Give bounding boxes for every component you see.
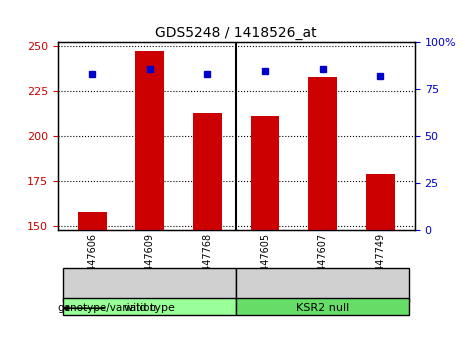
Bar: [193, 113, 222, 230]
Text: KSR2 null: KSR2 null: [296, 303, 349, 313]
Bar: [236, 298, 409, 315]
Bar: [136, 51, 164, 230]
Bar: [78, 212, 106, 230]
Bar: [366, 174, 395, 230]
Text: wild type: wild type: [124, 303, 175, 313]
Bar: [236, 268, 409, 302]
Title: GDS5248 / 1418526_at: GDS5248 / 1418526_at: [155, 26, 317, 40]
Bar: [64, 298, 236, 315]
Bar: [308, 77, 337, 230]
Bar: [251, 116, 279, 230]
Text: genotype/variation: genotype/variation: [58, 303, 157, 313]
Bar: [64, 268, 236, 302]
